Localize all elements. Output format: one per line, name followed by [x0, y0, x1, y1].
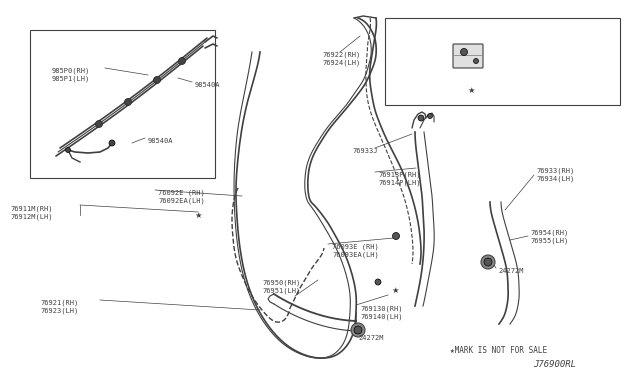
Circle shape — [461, 48, 467, 55]
Text: 985P0(RH)
985P1(LH): 985P0(RH) 985P1(LH) — [52, 68, 90, 83]
Text: ★: ★ — [391, 285, 399, 295]
Text: 76092E (RH)
76092EA(LH): 76092E (RH) 76092EA(LH) — [158, 190, 205, 205]
Circle shape — [125, 99, 131, 106]
Text: 76094E (RH)
76094EC(LH): 76094E (RH) 76094EC(LH) — [496, 26, 543, 41]
Text: 76913P(RH)
76914P(LH): 76913P(RH) 76914P(LH) — [378, 172, 420, 186]
Text: 76950(RH)
76951(LH): 76950(RH) 76951(LH) — [262, 280, 300, 295]
Bar — [30, 30, 215, 178]
Bar — [385, 18, 620, 105]
Text: 24272M: 24272M — [358, 335, 383, 341]
Circle shape — [354, 326, 362, 334]
Text: 76093E (RH)
76093EA(LH): 76093E (RH) 76093EA(LH) — [332, 244, 379, 259]
Circle shape — [65, 148, 70, 153]
FancyBboxPatch shape — [453, 44, 483, 68]
Text: 76933J: 76933J — [352, 148, 378, 154]
Text: ★: ★ — [195, 211, 202, 219]
Text: 769130(RH)
769140(LH): 769130(RH) 769140(LH) — [360, 305, 403, 320]
Circle shape — [351, 323, 365, 337]
Circle shape — [474, 58, 479, 64]
Circle shape — [95, 121, 102, 128]
Text: 76954(RH)
76955(LH): 76954(RH) 76955(LH) — [530, 230, 568, 244]
Circle shape — [481, 255, 495, 269]
Circle shape — [418, 115, 424, 121]
Text: 76933(RH)
76934(LH): 76933(RH) 76934(LH) — [536, 168, 574, 183]
Text: 98540A: 98540A — [195, 82, 221, 88]
Text: 76921(RH)
76923(LH): 76921(RH) 76923(LH) — [40, 300, 78, 314]
Circle shape — [109, 140, 115, 146]
Text: 98540A: 98540A — [148, 138, 173, 144]
Text: 76094EB(RH)
76094EE(LH): 76094EB(RH) 76094EE(LH) — [392, 36, 439, 51]
Text: ★: ★ — [467, 86, 475, 94]
Circle shape — [179, 58, 186, 64]
Text: 76911M(RH)
76912M(LH): 76911M(RH) 76912M(LH) — [10, 205, 52, 219]
Circle shape — [392, 232, 399, 240]
Circle shape — [484, 258, 492, 266]
Text: J76900RL: J76900RL — [534, 360, 577, 369]
Text: 24272M: 24272M — [498, 268, 524, 274]
Circle shape — [428, 113, 433, 119]
Circle shape — [375, 279, 381, 285]
Circle shape — [154, 77, 161, 83]
Text: 76094EA(RH)
76094ED(LH): 76094EA(RH) 76094ED(LH) — [530, 58, 577, 73]
Text: 76922(RH)
76924(LH): 76922(RH) 76924(LH) — [322, 52, 360, 67]
Text: ★MARK IS NOT FOR SALE: ★MARK IS NOT FOR SALE — [450, 346, 547, 355]
